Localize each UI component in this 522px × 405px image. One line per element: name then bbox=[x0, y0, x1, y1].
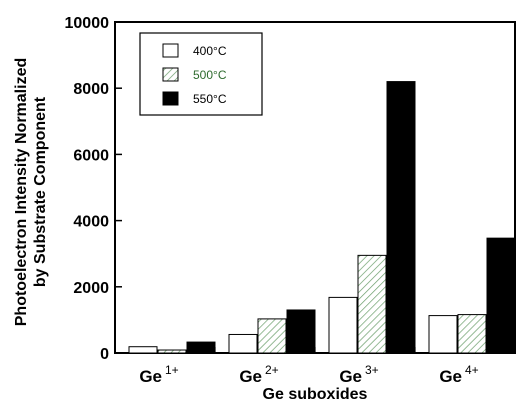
bar bbox=[357, 254, 387, 354]
x-category-label: Ge 2+ bbox=[239, 363, 278, 386]
legend-swatch bbox=[162, 67, 179, 82]
legend: 400°C 500°C 550°C bbox=[139, 32, 263, 116]
x-category-label: Ge 4+ bbox=[439, 363, 478, 386]
bar bbox=[386, 81, 416, 354]
legend-label: 550°C bbox=[193, 92, 227, 106]
bar bbox=[457, 314, 487, 354]
legend-swatch bbox=[162, 43, 179, 58]
y-axis-title-line-2: by Substrate Component bbox=[32, 96, 49, 287]
x-axis-title: Ge suboxides bbox=[263, 386, 368, 403]
y-axis-ticks: 0 2000 4000 6000 8000 10000 bbox=[65, 15, 122, 363]
legend-swatch bbox=[162, 91, 179, 106]
bar bbox=[257, 318, 287, 354]
bar bbox=[486, 237, 516, 354]
bars bbox=[128, 81, 516, 354]
y-axis-title-line-1: Photoelectron Intensity Normalized bbox=[13, 58, 30, 326]
y-tick-label: 6000 bbox=[73, 147, 109, 164]
x-category-label: Ge 3+ bbox=[339, 363, 378, 386]
bar bbox=[228, 333, 258, 354]
bar bbox=[186, 341, 216, 354]
x-axis-categories: Ge 1+ Ge 2+ Ge 3+ Ge 4+ bbox=[139, 363, 478, 386]
bar bbox=[428, 315, 458, 354]
bar bbox=[128, 346, 158, 354]
x-category-label: Ge 1+ bbox=[139, 363, 178, 386]
bar bbox=[157, 349, 187, 354]
y-tick-label: 2000 bbox=[73, 280, 109, 297]
legend-label: 400°C bbox=[193, 44, 227, 58]
y-tick-label: 8000 bbox=[73, 81, 109, 98]
y-tick-label: 4000 bbox=[73, 214, 109, 231]
y-tick-label: 0 bbox=[100, 346, 109, 363]
legend-box bbox=[139, 32, 263, 116]
bar bbox=[328, 296, 358, 354]
y-tick-label: 10000 bbox=[65, 15, 110, 32]
y-axis-title: Photoelectron Intensity Normalized by Su… bbox=[13, 58, 49, 326]
bar bbox=[286, 309, 316, 354]
legend-label: 500°C bbox=[193, 68, 227, 82]
